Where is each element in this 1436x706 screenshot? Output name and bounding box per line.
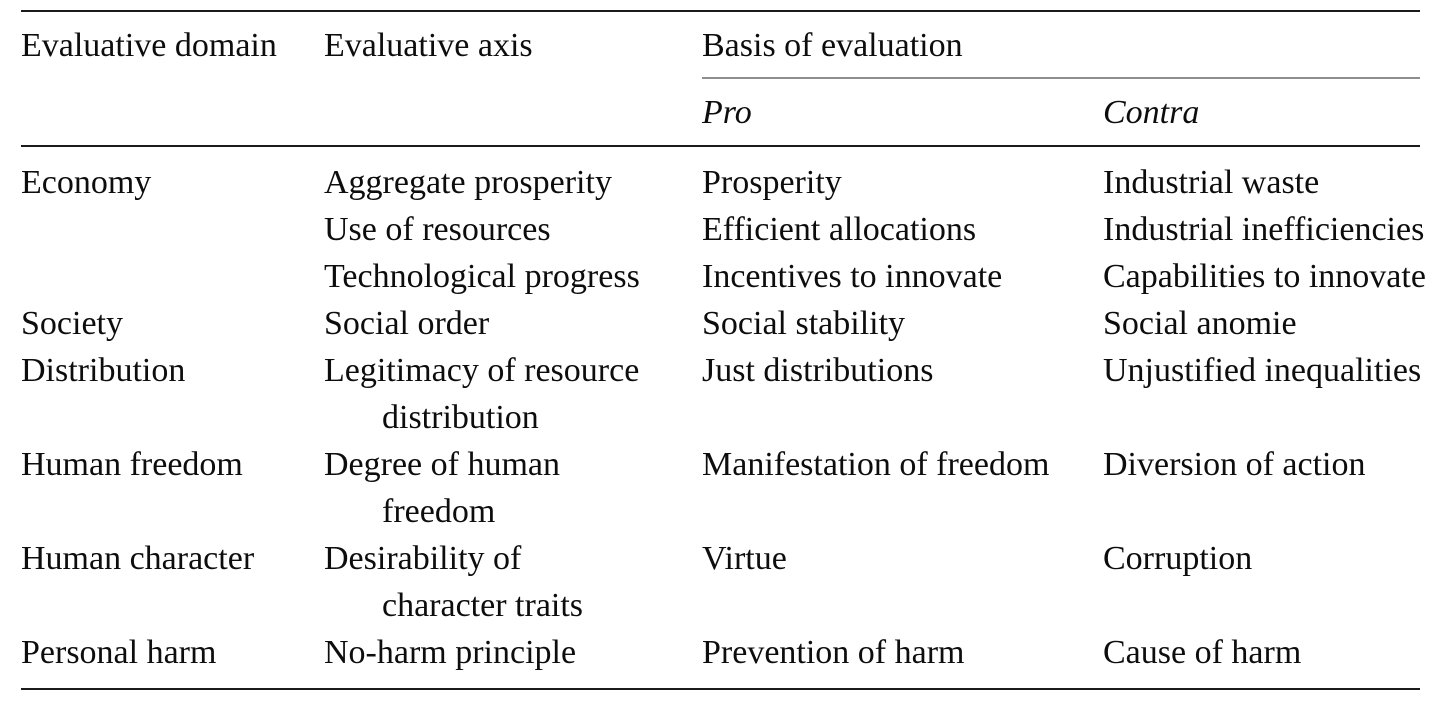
cell-domain: Personal harm [21,634,217,671]
evaluation-table: Evaluative domain Evaluative axis Basis … [21,10,1426,690]
cell-contra [1103,394,1420,441]
cell-domain [21,253,324,300]
cell-contra: Corruption [1103,540,1253,577]
cell-axis: Use of resources [324,211,551,248]
table-bottom-rule [21,688,1420,690]
cell-contra: Industrial inefficiencies [1103,211,1425,248]
cell-domain [21,206,324,253]
cell-axis: Aggregate prosperity [324,164,612,201]
basis-subheader-row: Pro Contra [702,79,1420,145]
cell-pro: Prevention of harm [702,634,965,671]
cell-pro: Social stability [702,305,906,342]
cell-axis: Degree of human [324,446,561,483]
table-row: Human character Desirability of Virtue C… [21,535,1420,582]
cell-pro: Efficient allocations [702,211,977,248]
cell-domain [21,488,324,535]
cell-contra: Diversion of action [1103,446,1366,483]
table-header-rule [21,145,1420,147]
cell-domain: Distribution [21,352,186,389]
column-header-basis-of-evaluation: Basis of evaluation [702,12,1420,79]
cell-axis: Legitimacy of resource [324,352,640,389]
cell-pro [702,582,1103,629]
cell-contra: Cause of harm [1103,634,1302,671]
table-row: Personal harm No-harm principle Preventi… [21,629,1420,676]
table-row-continuation: distribution [21,394,1420,441]
cell-axis: Desirability of [324,540,522,577]
column-header-pro: Pro [702,94,752,131]
cell-axis: Technological progress [324,258,640,295]
table-row-continuation: freedom [21,488,1420,535]
table-row: Society Social order Social stability So… [21,300,1420,347]
column-header-basis-group: Basis of evaluation Pro Contra [702,12,1420,145]
table-header: Evaluative domain Evaluative axis Basis … [21,12,1420,145]
cell-contra: Capabilities to innovate [1103,258,1426,295]
cell-pro: Virtue [702,540,787,577]
table-top-rule [21,10,1420,12]
cell-domain: Human freedom [21,446,243,483]
cell-domain [21,394,324,441]
cell-pro [702,394,1103,441]
column-header-evaluative-domain: Evaluative domain [21,27,277,64]
cell-domain: Society [21,305,123,342]
table-row: Economy Aggregate prosperity Prosperity … [21,159,1420,206]
cell-domain: Economy [21,164,152,201]
table-row-continuation: character traits [21,582,1420,629]
cell-axis-wrap: character traits [382,587,584,624]
cell-pro: Prosperity [702,164,842,201]
cell-pro: Manifestation of freedom [702,446,1050,483]
column-header-contra: Contra [1103,94,1200,131]
table-row: Technological progress Incentives to inn… [21,253,1426,300]
cell-axis-wrap: freedom [382,493,496,530]
cell-contra: Industrial waste [1103,164,1320,201]
cell-pro: Just distributions [702,352,934,389]
cell-contra [1103,582,1420,629]
cell-pro: Incentives to innovate [702,258,1003,295]
cell-axis-wrap: distribution [382,399,539,436]
cell-domain: Human character [21,540,255,577]
cell-pro [702,488,1103,535]
cell-axis: No-harm principle [324,634,577,671]
column-header-evaluative-axis: Evaluative axis [324,27,533,64]
cell-contra [1103,488,1420,535]
table-body: Economy Aggregate prosperity Prosperity … [21,147,1426,688]
table-row: Distribution Legitimacy of resource Just… [21,347,1422,394]
cell-contra: Social anomie [1103,305,1297,342]
cell-domain [21,582,324,629]
cell-axis: Social order [324,305,490,342]
table-row: Use of resources Efficient allocations I… [21,206,1425,253]
cell-contra: Unjustified inequalities [1103,352,1422,389]
table-row: Human freedom Degree of human Manifestat… [21,441,1420,488]
